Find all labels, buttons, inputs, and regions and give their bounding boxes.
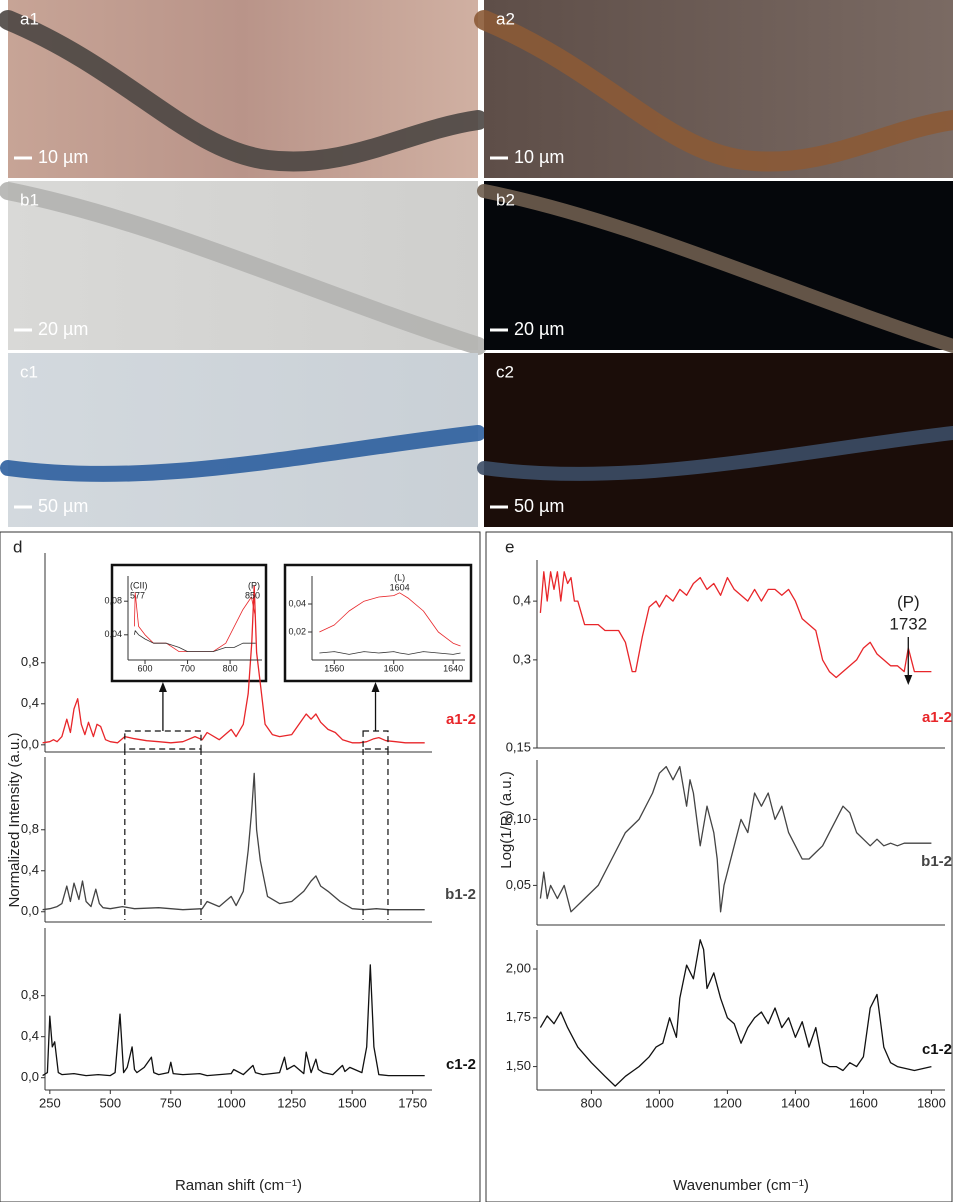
y-tick-label: 0,0	[21, 903, 39, 918]
micrograph-label: c2	[496, 362, 514, 381]
micrograph-label: b1	[20, 190, 39, 209]
y-tick-label: 1,50	[506, 1058, 531, 1073]
figure: a1 10 µm a2 10 µm b1 20 µm b2 20 µm c1 50 µm c2 50 …	[0, 0, 953, 1202]
x-tick-label: 1560	[324, 663, 344, 673]
y-tick-label: 2,00	[506, 960, 531, 975]
zoom-box	[125, 731, 201, 749]
x-tick-label: 1640	[443, 663, 463, 673]
annotation-value: 577	[130, 590, 145, 600]
micrograph: a1 10 µm	[8, 0, 478, 178]
arrow-head	[372, 682, 380, 692]
series-label: a1-2	[446, 711, 476, 728]
scale-label: 20 µm	[514, 319, 564, 339]
x-tick-label: 1800	[917, 1095, 946, 1110]
x-tick-label: 1600	[384, 663, 404, 673]
scale-label: 50 µm	[514, 496, 564, 516]
series-label: b1-2	[445, 886, 476, 903]
annotation-value: 850	[245, 590, 260, 600]
y-tick-label: 0,15	[506, 739, 531, 754]
series-label: c1-2	[922, 1041, 952, 1058]
annotation-tag: (P)	[248, 580, 260, 590]
y-tick-label: 0,8	[21, 654, 39, 669]
arrow-head	[159, 682, 167, 692]
annotation-value: 1732	[889, 614, 927, 633]
scale-label: 20 µm	[38, 319, 88, 339]
y-axis-label: Normalized Intensity (a.u.)	[6, 732, 23, 907]
spectrum-line	[540, 767, 931, 912]
spectrum-line	[540, 940, 931, 1086]
micrograph-label: a2	[496, 9, 515, 28]
micrograph: c1 50 µm	[8, 353, 478, 527]
micrograph-label: b2	[496, 190, 515, 209]
x-tick-label: 700	[180, 663, 195, 673]
x-axis-label: Raman shift (cm⁻¹)	[175, 1177, 302, 1194]
scale-label: 10 µm	[38, 147, 88, 167]
x-tick-label: 500	[99, 1095, 121, 1110]
x-tick-label: 250	[39, 1095, 61, 1110]
annotation-value: 1604	[390, 582, 410, 592]
y-tick-label: 0,10	[506, 811, 531, 826]
x-tick-label: 1200	[713, 1095, 742, 1110]
spectrum-line	[43, 965, 425, 1076]
x-tick-label: 750	[160, 1095, 182, 1110]
y-tick-label: 0,4	[21, 1028, 39, 1043]
annotation-tag: (P)	[897, 592, 920, 611]
x-tick-label: 800	[223, 663, 238, 673]
y-tick-label: 0,3	[513, 651, 531, 666]
micrograph-label: c1	[20, 362, 38, 381]
series-label: b1-2	[921, 853, 952, 870]
annotation-tag: (CII)	[130, 580, 148, 590]
micrograph: b1 20 µm	[8, 181, 478, 350]
series-label: c1-2	[446, 1056, 476, 1073]
micrograph: c2 50 µm	[484, 353, 953, 527]
x-tick-label: 1400	[781, 1095, 810, 1110]
panel-label: d	[13, 537, 22, 556]
x-tick-label: 1500	[338, 1095, 367, 1110]
x-tick-label: 1600	[849, 1095, 878, 1110]
scale-label: 50 µm	[38, 496, 88, 516]
y-tick-label: 0,0	[21, 736, 39, 751]
x-tick-label: 1000	[217, 1095, 246, 1110]
spectrum-line	[43, 773, 425, 909]
y-tick-label: 0,4	[513, 593, 531, 608]
y-tick-label: 0,8	[21, 821, 39, 836]
micrograph: b2 20 µm	[484, 181, 953, 350]
annotation-tag: (L)	[394, 572, 405, 582]
micrograph-label: a1	[20, 9, 39, 28]
arrow-head	[904, 675, 912, 685]
y-tick-label: 0,4	[21, 695, 39, 710]
y-tick-label: 0,8	[21, 987, 39, 1002]
y-tick-label: 0,02	[288, 626, 306, 636]
y-tick-label: 0,4	[21, 862, 39, 877]
y-tick-label: 0,04	[288, 598, 306, 608]
spectrum-line	[540, 572, 931, 678]
y-tick-label: 1,75	[506, 1009, 531, 1024]
y-tick-label: 0,04	[104, 629, 122, 639]
x-tick-label: 1750	[398, 1095, 427, 1110]
y-tick-label: 0,08	[104, 596, 122, 606]
panel-label: e	[505, 537, 514, 556]
x-tick-label: 1000	[645, 1095, 674, 1110]
y-tick-label: 0,0	[21, 1069, 39, 1084]
x-tick-label: 1250	[277, 1095, 306, 1110]
scale-label: 10 µm	[514, 147, 564, 167]
x-tick-label: 600	[138, 663, 153, 673]
series-label: a1-2	[922, 709, 952, 726]
x-tick-label: 800	[581, 1095, 603, 1110]
x-axis-label: Wavenumber (cm⁻¹)	[673, 1177, 809, 1194]
micrograph: a2 10 µm	[484, 0, 953, 178]
y-tick-label: 0,05	[506, 877, 531, 892]
